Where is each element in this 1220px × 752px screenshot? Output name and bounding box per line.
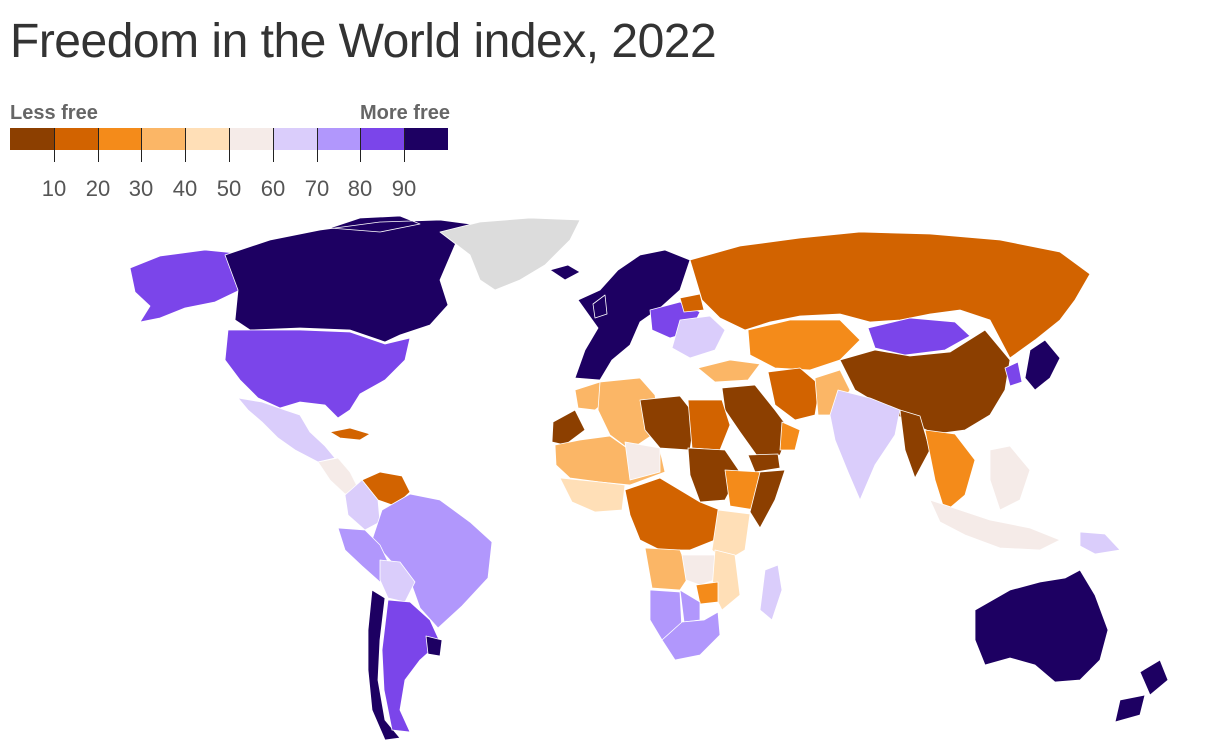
map-region-southeast-asia [924,429,976,513]
map-region-brazil [371,493,493,629]
legend-swatch-60-70 [272,128,318,150]
legend-tick-label: 10 [41,176,67,201]
map-region-arabian-peninsula [721,384,791,461]
map-region-western-sahara [551,409,586,446]
map-region-zambia [681,554,721,586]
legend-tick [404,128,405,162]
map-region-oman [779,421,801,451]
color-legend: Less free More free [0,96,470,206]
map-region-south-africa [661,611,721,661]
world-map [0,210,1220,750]
map-region-somalia [749,469,786,529]
legend-swatch-80-90 [360,128,405,150]
map-region-greenland [439,217,581,291]
legend-high-label: More free [359,102,450,124]
legend-tick [54,128,55,162]
map-region-central-africa [624,477,721,551]
legend-tick-label: 60 [260,176,286,201]
page-title: Freedom in the World index, 2022 [10,15,717,68]
map-region-myanmar [899,409,931,479]
legend-tick [229,128,230,162]
map-region-belarus [679,293,705,313]
map-region-western-europe [574,249,691,381]
map-region-india [829,389,901,501]
map-region-korea [1004,361,1023,387]
map-region-papua-new-guinea [1079,531,1121,555]
map-region-botswana [679,589,701,623]
map-region-chile [367,589,401,741]
legend-tick [317,128,318,162]
map-region-uruguay [425,635,443,657]
map-region-yemen [747,453,781,473]
legend-tick-label: 70 [304,176,330,201]
map-region-cuba [329,427,371,441]
map-region-eastern-europe [671,315,726,359]
map-region-zimbabwe [695,581,719,605]
legend-tick [98,128,99,162]
legend-tick-label: 90 [391,176,417,201]
legend-swatch-40-50 [185,128,230,150]
map-region-united-states [224,329,411,419]
map-region-russia [689,231,1091,359]
map-region-australia [974,569,1109,683]
legend-tick-label: 80 [347,176,373,201]
map-region-iran [767,367,821,421]
map-region-angola [644,547,691,591]
map-region-sudan [687,447,741,503]
legend-tick-label: 50 [216,176,242,201]
map-region-mongolia [867,317,971,356]
map-region-west-africa [559,477,626,513]
map-region-new-zealand [1114,659,1169,723]
legend-swatch-50-60 [229,128,274,150]
legend-swatch-0-10 [10,128,55,150]
map-region-libya [639,395,696,451]
legend-swatch-90-100 [404,128,449,150]
legend-tick [141,128,142,162]
legend-swatch-30-40 [141,128,186,150]
map-region-iceland [549,264,581,281]
map-region-madagascar [759,564,783,621]
legend-tick-label: 30 [128,176,154,201]
legend-swatch-10-20 [53,128,99,150]
world-map-svg [129,215,1169,741]
legend-tick-label: 40 [172,176,198,201]
map-region-turkey [697,359,761,383]
legend-tick-label: 20 [85,176,111,201]
legend-swatch-70-80 [316,128,361,150]
map-region-egypt [687,399,731,451]
legend-tick [273,128,274,162]
legend-swatch-20-30 [97,128,142,150]
legend-tick [360,128,361,162]
map-region-algeria [597,377,661,451]
map-region-indonesia [929,445,1061,551]
map-region-alaska [129,249,246,323]
legend-low-label: Less free [10,102,98,124]
map-region-argentina [381,599,441,733]
map-region-canada [224,215,471,343]
legend-swatches [10,128,449,150]
map-region-niger [624,441,661,481]
map-region-japan [1024,339,1061,391]
legend-tick [185,128,186,162]
map-region-mexico [237,397,336,463]
